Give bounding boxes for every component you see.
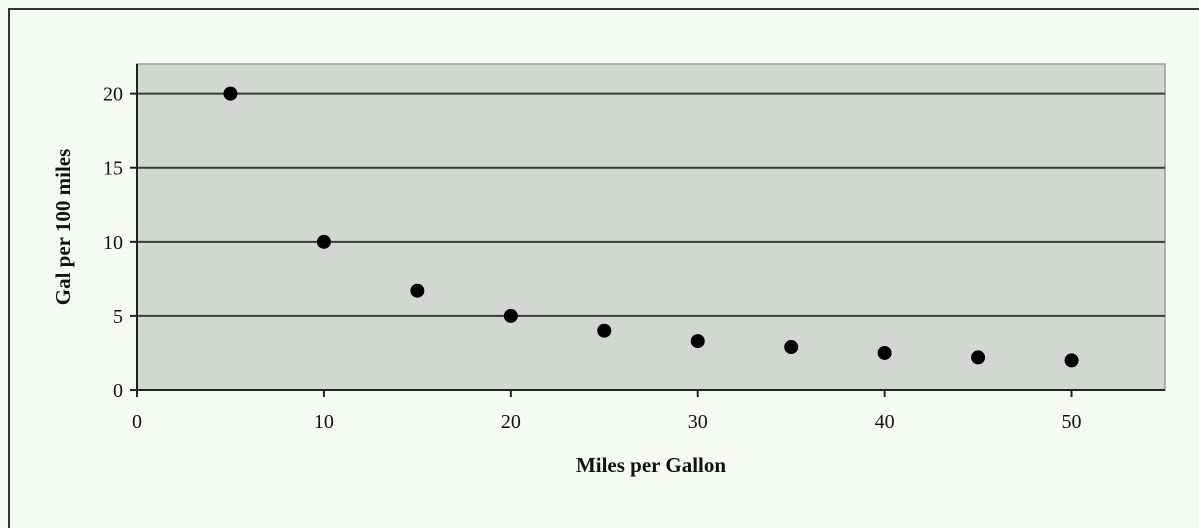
y-axis-title: Gal per 100 miles — [51, 149, 75, 306]
y-tick-label: 5 — [113, 306, 123, 328]
data-point — [877, 345, 892, 360]
data-point — [690, 334, 705, 349]
data-points — [223, 86, 1079, 368]
x-tick-label: 0 — [132, 411, 142, 433]
x-tick-label: 40 — [875, 411, 895, 433]
x-tick-label: 50 — [1062, 411, 1082, 433]
y-tick-label: 0 — [113, 380, 123, 402]
data-point — [597, 323, 612, 338]
y-tick-label: 20 — [103, 84, 123, 106]
x-tick-label: 20 — [501, 411, 521, 433]
data-point — [971, 350, 986, 365]
data-point — [316, 234, 331, 249]
y-tick-label: 10 — [103, 232, 123, 254]
x-axis-title: Miles per Gallon — [576, 453, 726, 477]
data-point — [410, 283, 425, 298]
data-point — [223, 86, 238, 101]
plot-area — [136, 63, 1166, 391]
gridlines — [137, 92, 1165, 317]
tick-labels: 0 5 10 15 20 0 10 20 30 40 50 — [103, 84, 1082, 433]
axes — [130, 64, 1165, 397]
y-tick-label: 15 — [103, 158, 123, 180]
data-point — [503, 308, 518, 323]
x-tick-label: 10 — [314, 411, 334, 433]
data-point — [784, 340, 799, 355]
x-tick-label: 30 — [688, 411, 708, 433]
data-point — [1064, 353, 1079, 368]
